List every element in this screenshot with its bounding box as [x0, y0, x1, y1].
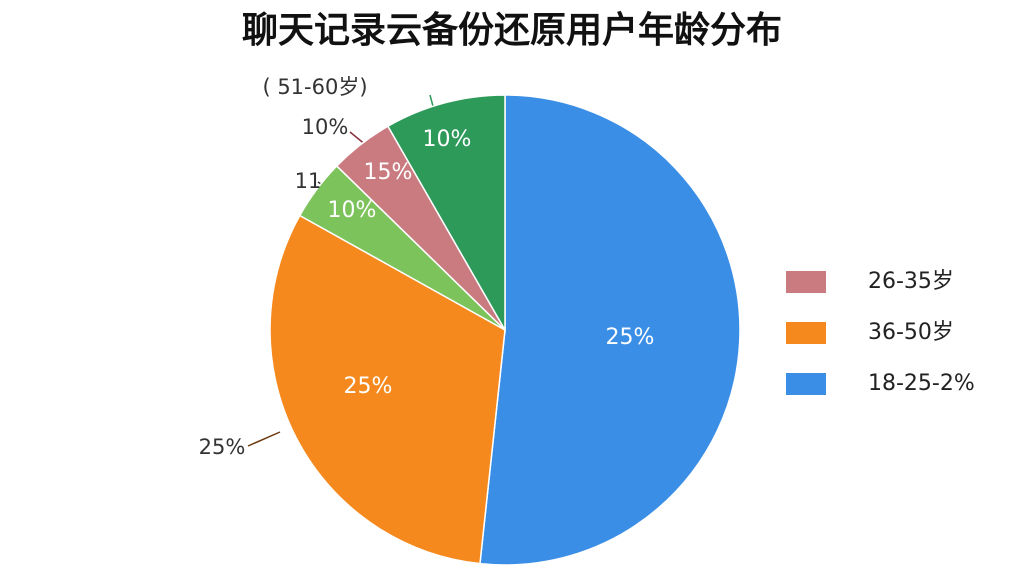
- annotation: 11: [295, 169, 322, 193]
- chart-title: 聊天记录云备份还原用户年龄分布: [242, 10, 782, 51]
- slice-label: 25%: [344, 374, 393, 399]
- annotation: 10%: [302, 115, 349, 139]
- legend-swatch: [786, 373, 826, 395]
- annotation: 25%: [199, 435, 246, 459]
- pie-slice: [386, 94, 506, 333]
- slice-label: 10%: [423, 127, 472, 152]
- legend-label: 18-25-2%: [868, 371, 975, 396]
- slice-label: 25%: [606, 325, 655, 350]
- legend-label: 36-50岁: [868, 320, 954, 345]
- pie-slice: [479, 94, 741, 566]
- slice-label: 10%: [328, 198, 377, 223]
- slice-label: 15%: [364, 160, 413, 185]
- legend-swatch: [786, 271, 826, 293]
- legend-swatch: [786, 322, 826, 344]
- leader-line: [247, 431, 281, 447]
- legend-label: 26-35岁: [868, 269, 954, 294]
- pie-slice: [269, 214, 506, 565]
- annotation: ( 51-60岁): [262, 75, 367, 99]
